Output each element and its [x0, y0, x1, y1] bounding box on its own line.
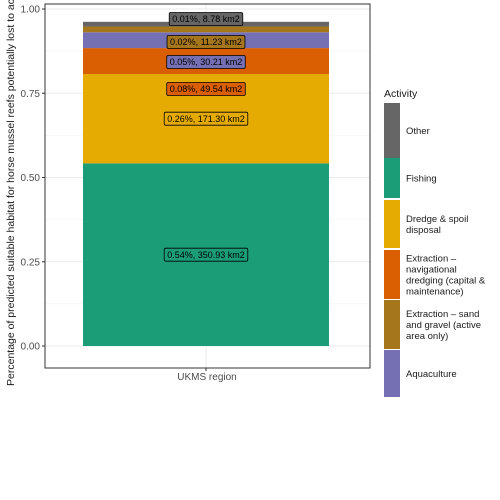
bar-value-label-text: 0.05%, 30.21 km2 [170, 57, 243, 67]
bar-value-label: 0.02%, 11.23 km2 [166, 35, 246, 49]
legend-key [384, 350, 400, 397]
legend-title: Activity [384, 88, 418, 100]
legend-label: area only) [406, 331, 448, 342]
legend-label: Other [406, 126, 430, 137]
legend-key [384, 200, 400, 248]
legend-label: navigational [406, 265, 457, 276]
y-axis-title: Percentage of predicted suitable habitat… [5, 0, 17, 386]
legend-label: Extraction – [406, 254, 457, 265]
x-axis-title: UKMS region [177, 372, 236, 383]
bar-value-label: 0.26%, 171.30 km2 [163, 111, 249, 126]
legend-label: Extraction – sand [406, 309, 479, 320]
legend-item: Aquaculture [384, 350, 457, 397]
legend-key [384, 250, 400, 299]
bar-value-label: 0.05%, 30.21 km2 [166, 55, 246, 69]
legend-label: disposal [406, 225, 441, 236]
bar-value-label: 0.08%, 49.54 km2 [166, 82, 246, 96]
legend: Activity Other Fishing Dredge & spoildispo… [384, 88, 486, 397]
legend-item: Other [384, 103, 430, 158]
bar-value-label-text: 0.08%, 49.54 km2 [170, 84, 243, 94]
bar-value-label-text: 0.01%, 8.78 km2 [172, 14, 240, 24]
y-tick-label: 0.75 [21, 89, 41, 100]
bar-stack [83, 21, 329, 346]
legend-label: dredging (capital & [406, 276, 486, 287]
y-tick-label: 0.00 [21, 342, 41, 353]
bar-segment-extraction-sand-and-gravel-active-area-only [83, 26, 329, 33]
bar-labels: 0.54%, 350.93 km2 0.26%, 171.30 km2 0.08%,… [163, 12, 249, 262]
legend-item: Fishing [384, 158, 437, 198]
legend-label: maintenance) [406, 287, 464, 298]
bar-value-label-text: 0.54%, 350.93 km2 [167, 250, 245, 260]
y-tick-label: 0.25 [21, 257, 41, 268]
legend-key [384, 103, 400, 158]
y-tick-label: 0.50 [21, 173, 41, 184]
legend-key [384, 158, 400, 198]
plot-border [44, 3, 371, 369]
y-axis: 0.00 0.25 0.50 0.75 1.00 [21, 5, 45, 353]
bar-value-label: 0.54%, 350.93 km2 [163, 247, 249, 262]
legend-label: and gravel (active [406, 320, 481, 331]
legend-label: Dredge & spoil [406, 214, 468, 225]
y-tick-label: 1.00 [21, 5, 41, 16]
bar-value-label: 0.01%, 8.78 km2 [168, 12, 244, 26]
bar-value-label-text: 0.26%, 171.30 km2 [167, 114, 245, 124]
bar-value-label-text: 0.02%, 11.23 km2 [170, 37, 242, 47]
legend-label: Fishing [406, 174, 437, 185]
legend-key [384, 300, 400, 349]
legend-label: Aquaculture [406, 369, 457, 380]
